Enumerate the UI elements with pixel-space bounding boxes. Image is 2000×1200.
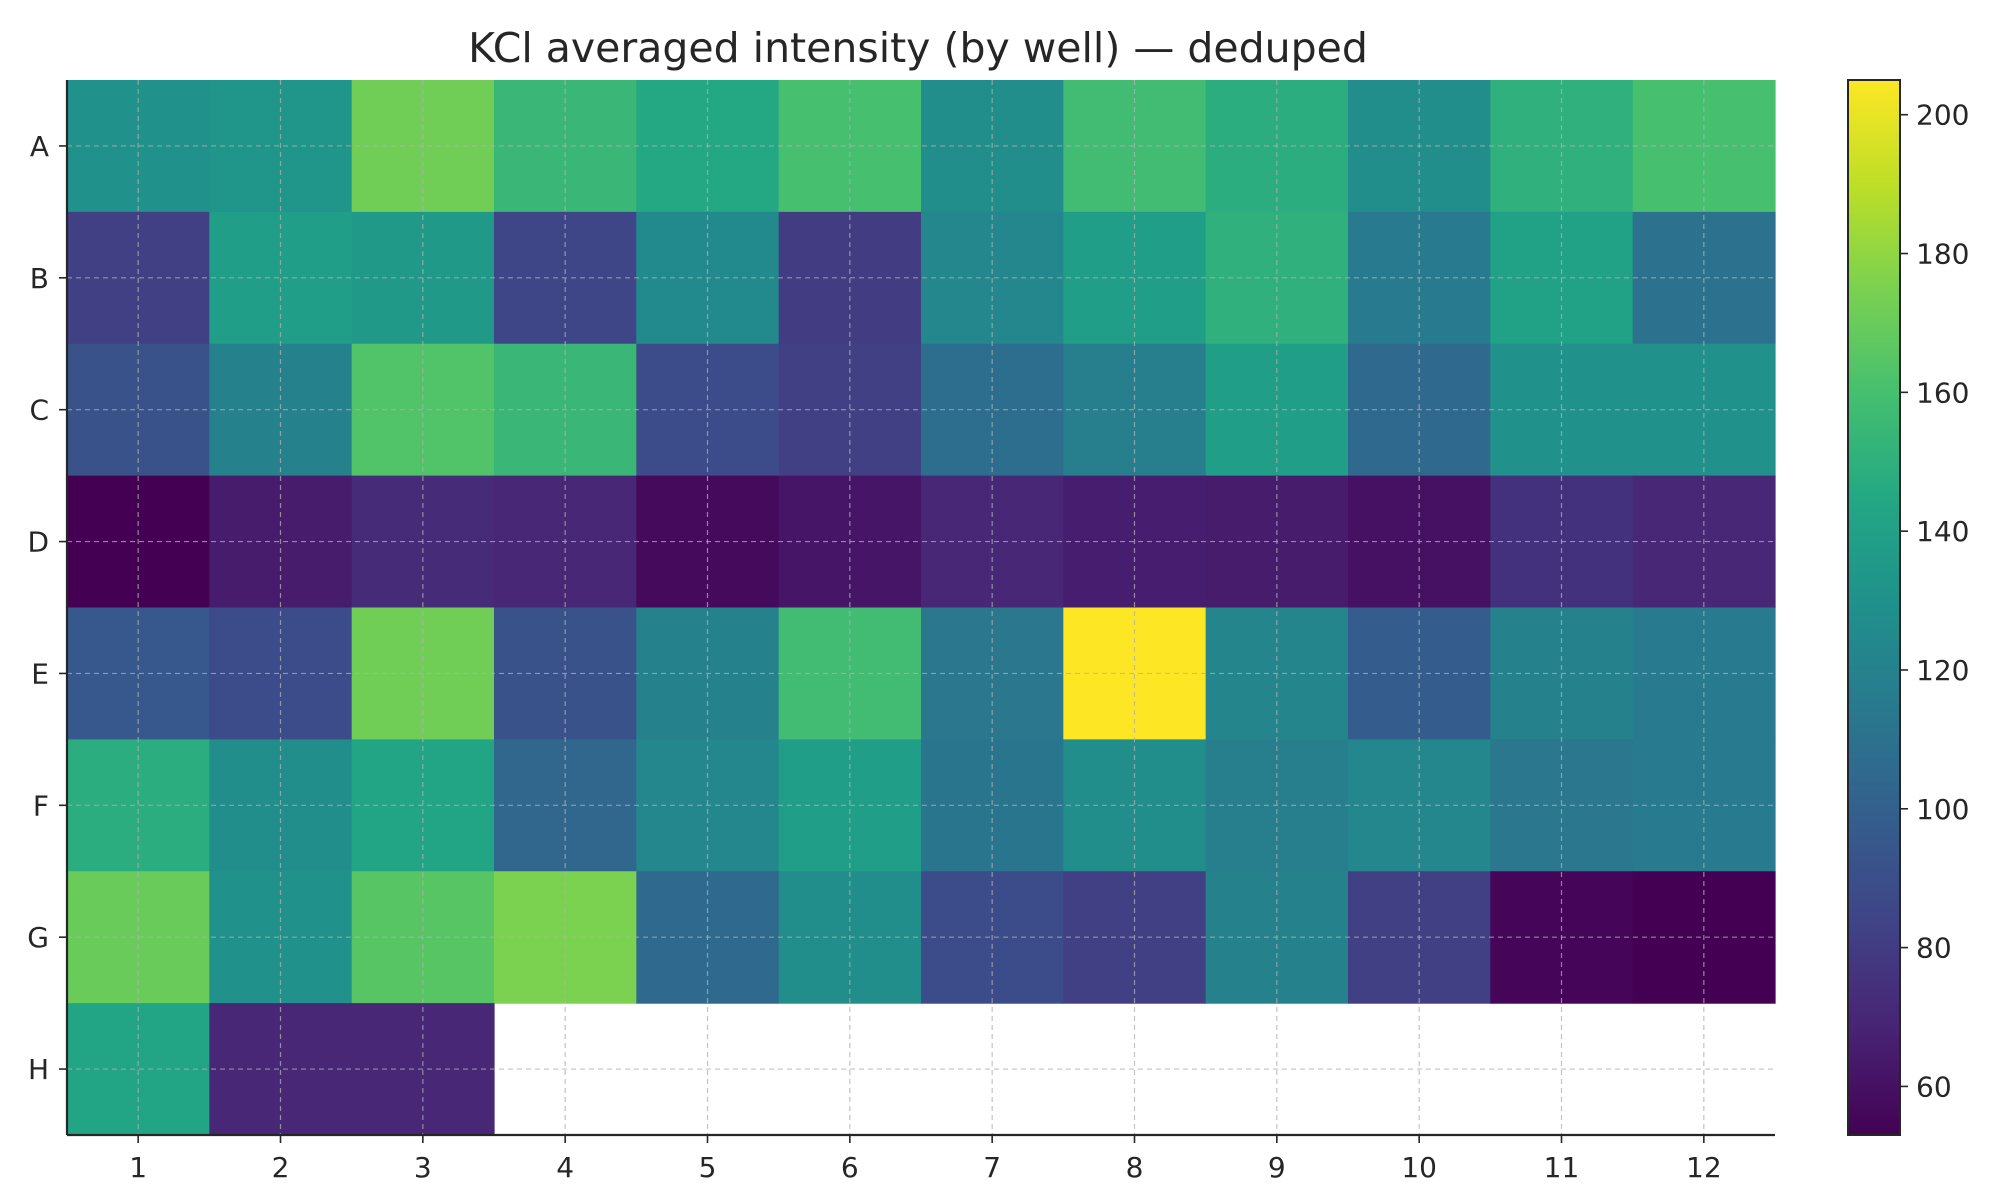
colorbar: 60 80 100 120 140 160 180 200 (1847, 79, 1969, 1136)
colorbar-tick-label: 60 (1916, 1070, 1952, 1103)
colorbar-tick-label: 200 (1916, 99, 1969, 132)
y-tick-label: E (31, 657, 49, 690)
x-tick-label: 11 (1544, 1151, 1580, 1184)
colorbar-frame (1847, 79, 1901, 1136)
colorbar-gradient (1848, 80, 1900, 1135)
x-tick-label: 9 (1268, 1151, 1286, 1184)
colorbar-tick-label: 140 (1916, 515, 1969, 548)
y-tick-label: B (30, 262, 49, 295)
x-tick-label: 3 (414, 1151, 432, 1184)
axes (65, 80, 1775, 1137)
x-tick-label: 1 (129, 1151, 147, 1184)
x-tick-label: 5 (699, 1151, 717, 1184)
colorbar-tick-label: 160 (1916, 376, 1969, 409)
colorbar-tick-label: 100 (1916, 793, 1969, 826)
x-tick-label: 8 (1126, 1151, 1144, 1184)
x-tick-label: 6 (841, 1151, 859, 1184)
chart-title: KCl averaged intensity (by well) — dedup… (468, 24, 1368, 72)
grid-lines (67, 80, 1775, 1135)
colorbar-tick-label: 120 (1916, 654, 1969, 687)
colorbar-tick-label: 80 (1916, 932, 1952, 965)
y-axis-ticks: A B C D E F G H (27, 130, 67, 1086)
x-tick-label: 12 (1686, 1151, 1722, 1184)
y-tick-label: F (33, 789, 49, 822)
y-tick-label: D (27, 526, 49, 559)
colorbar-tick-label: 180 (1916, 238, 1969, 271)
x-axis-ticks: 1 2 3 4 5 6 7 8 9 10 11 12 (129, 1135, 1722, 1184)
y-tick-label: H (28, 1053, 49, 1086)
x-tick-label: 7 (983, 1151, 1001, 1184)
x-tick-label: 2 (272, 1151, 290, 1184)
x-tick-label: 10 (1401, 1151, 1437, 1184)
heatmap-cells (67, 80, 1776, 1136)
y-tick-label: C (29, 394, 49, 427)
y-tick-label: G (27, 921, 49, 954)
y-tick-label: A (30, 130, 49, 163)
x-tick-label: 4 (556, 1151, 574, 1184)
